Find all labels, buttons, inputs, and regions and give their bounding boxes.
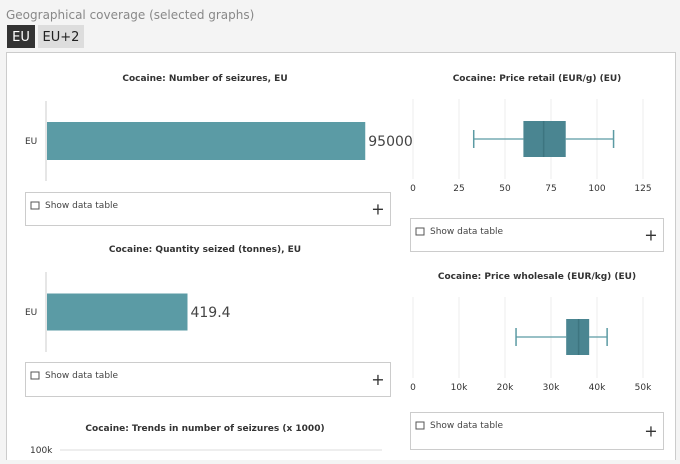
value-label: 419.4 (190, 305, 230, 321)
value-label: 95000 (368, 134, 413, 150)
x-tick-label: 25 (453, 184, 464, 194)
chart-title: Cocaine: Number of seizures, EU (122, 74, 287, 84)
box (566, 319, 590, 355)
header-title: Geographical coverage (selected graphs) (6, 8, 254, 22)
x-tick-label: 10k (451, 383, 468, 393)
data-table-toggle[interactable] (410, 218, 664, 252)
x-tick-label: 0 (410, 184, 416, 194)
x-tick-label: 30k (543, 383, 560, 393)
x-tick-label: 0 (410, 383, 416, 393)
category-label: EU (25, 137, 37, 147)
data-table-toggle[interactable] (25, 362, 391, 397)
x-tick-label: 50k (635, 383, 652, 393)
x-tick-label: 50 (499, 184, 511, 194)
expand-icon[interactable]: + (371, 370, 384, 389)
chart-title: Cocaine: Price wholesale (EUR/kg) (EU) (438, 272, 636, 282)
tab-label[interactable]: EU (12, 30, 30, 45)
x-tick-label: 100 (588, 184, 605, 194)
data-table-label[interactable]: Show data table (430, 421, 504, 431)
x-tick-label: 75 (545, 184, 556, 194)
x-tick-label: 125 (634, 184, 651, 194)
expand-icon[interactable]: + (371, 200, 384, 219)
data-table-label[interactable]: Show data table (45, 371, 119, 381)
table-icon (30, 201, 40, 210)
bar (47, 293, 188, 331)
panel (6, 52, 676, 464)
x-tick-label: 20k (497, 383, 514, 393)
data-table-toggle[interactable] (410, 412, 664, 450)
chart-title: Cocaine: Price retail (EUR/g) (EU) (453, 74, 622, 84)
tab[interactable] (7, 25, 35, 48)
table-icon (415, 421, 425, 430)
expand-icon[interactable]: + (644, 422, 657, 441)
data-table-label[interactable]: Show data table (430, 227, 504, 237)
tab[interactable] (38, 25, 84, 48)
data-table-toggle[interactable] (25, 192, 391, 226)
bar (47, 122, 366, 160)
table-icon (30, 371, 40, 380)
chart-title: Cocaine: Trends in number of seizures (x… (85, 424, 324, 434)
table-icon (415, 227, 425, 236)
expand-icon[interactable]: + (644, 226, 657, 245)
box (523, 121, 566, 157)
chart-title: Cocaine: Quantity seized (tonnes), EU (109, 245, 301, 255)
tab-label[interactable]: EU+2 (43, 30, 80, 45)
category-label: EU (25, 308, 37, 318)
data-table-label[interactable]: Show data table (45, 201, 119, 211)
x-tick-label: 40k (589, 383, 606, 393)
y-tick-label: 100k (30, 446, 53, 456)
